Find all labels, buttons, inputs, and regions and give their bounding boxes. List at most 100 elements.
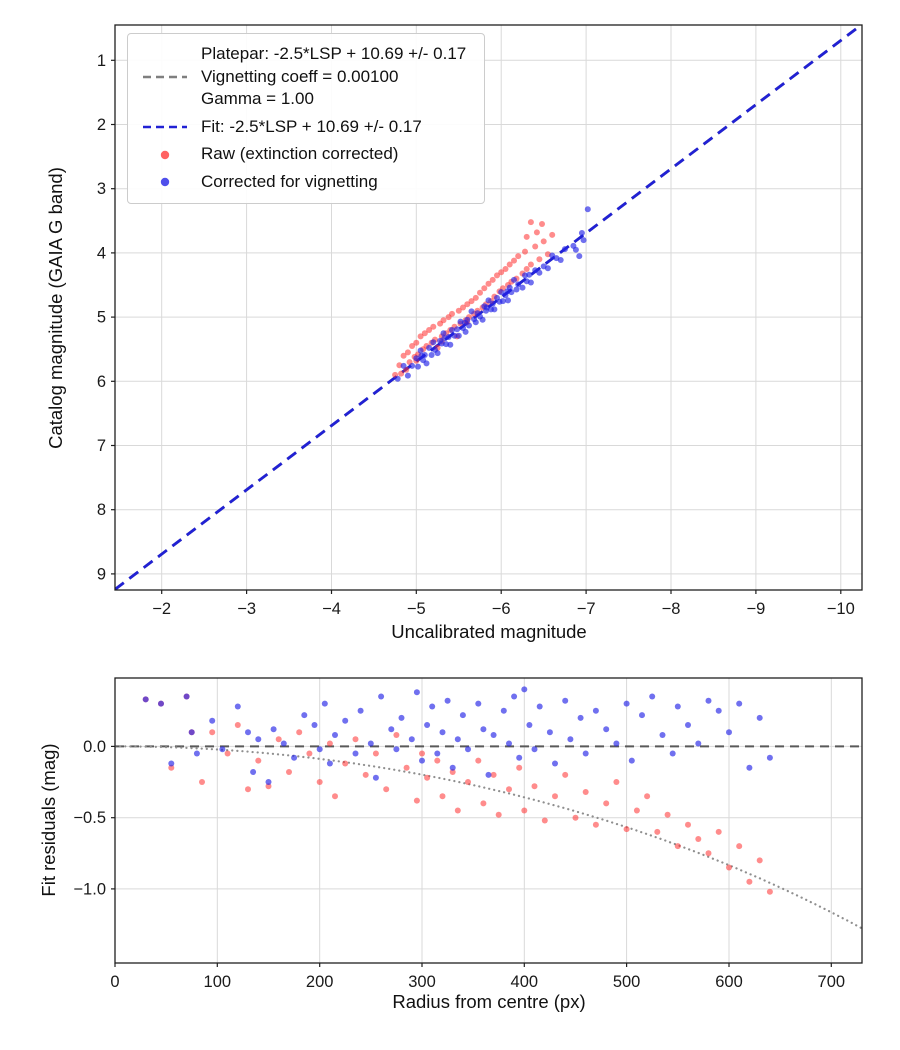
- scatter-point: [426, 327, 433, 333]
- scatter-point: [440, 330, 447, 337]
- y-tick-label: −1.0: [73, 880, 106, 898]
- scatter-point: [464, 301, 471, 308]
- series-corrected: [394, 206, 591, 382]
- platepar-dash-swatch: [143, 75, 187, 79]
- scatter-point: [505, 297, 511, 304]
- scatter-point: [440, 317, 447, 324]
- scatter-point: [454, 326, 461, 333]
- x-tick-label: 700: [818, 973, 846, 991]
- scatter-point: [572, 246, 579, 253]
- scatter-point: [234, 703, 241, 710]
- scatter-point: [485, 280, 492, 287]
- scatter-point: [415, 363, 421, 370]
- scatter-point: [265, 783, 272, 790]
- scatter-point: [557, 257, 564, 263]
- corrected-dot-swatch: [160, 178, 170, 187]
- scatter-point: [498, 269, 505, 276]
- legend-label-raw: Raw (extinction corrected): [201, 144, 399, 164]
- scatter-point: [531, 746, 538, 753]
- scatter-point: [649, 693, 656, 700]
- scatter-point: [311, 722, 318, 728]
- scatter-point: [286, 769, 292, 775]
- legend-entry-raw: Raw (extinction corrected): [139, 143, 466, 166]
- scatter-point: [400, 352, 407, 359]
- scatter-point: [654, 828, 661, 835]
- scatter-point: [342, 717, 349, 724]
- scatter-point: [736, 843, 743, 850]
- scatter-point: [715, 828, 722, 835]
- y-tick-label: 0.0: [83, 738, 106, 756]
- scatter-point: [326, 740, 333, 747]
- scatter-point: [455, 332, 462, 339]
- scatter-point: [316, 779, 323, 785]
- x-tick-label: −6: [492, 600, 511, 618]
- scatter-point: [577, 714, 584, 721]
- scatter-point: [342, 760, 349, 767]
- scatter-point: [426, 344, 433, 351]
- scatter-point: [485, 297, 492, 304]
- y-tick-label: 8: [97, 501, 106, 519]
- x-tick-label: −5: [407, 600, 426, 618]
- scatter-point: [219, 746, 226, 753]
- scatter-point: [408, 736, 415, 743]
- scatter-point: [489, 300, 496, 307]
- scatter-point: [439, 729, 446, 736]
- scatter-point: [417, 347, 424, 354]
- scatter-point: [209, 729, 216, 736]
- scatter-point: [199, 779, 205, 785]
- scatter-point: [418, 352, 425, 359]
- x-tick-label: 300: [408, 973, 436, 991]
- scatter-point: [592, 821, 599, 828]
- series-raw-residuals: [142, 693, 773, 895]
- scatter-point: [168, 764, 175, 771]
- scatter-point: [639, 712, 645, 719]
- scatter-point: [490, 732, 497, 738]
- scatter-point: [472, 294, 479, 301]
- scatter-point: [536, 269, 543, 276]
- x-tick-label: 100: [204, 973, 232, 991]
- scatter-point: [394, 375, 401, 382]
- scatter-point: [193, 750, 200, 757]
- x-tick-label: 200: [306, 973, 334, 991]
- y-tick-label: 7: [97, 437, 106, 455]
- scatter-point: [291, 754, 298, 761]
- scatter-point: [576, 253, 583, 260]
- series-corrected-residuals: [142, 686, 773, 785]
- scatter-point: [494, 272, 500, 279]
- y-tick-label: 1: [97, 52, 106, 70]
- scatter-point: [532, 243, 539, 250]
- scatter-point: [255, 757, 262, 764]
- scatter-point: [613, 740, 620, 747]
- scatter-point: [413, 689, 420, 696]
- scatter-point: [644, 793, 651, 800]
- scatter-point: [393, 746, 400, 753]
- x-tick-label: 400: [511, 973, 539, 991]
- scatter-point: [362, 771, 369, 778]
- scatter-point: [659, 732, 666, 738]
- scatter-point: [552, 760, 558, 767]
- scatter-point: [472, 319, 479, 326]
- scatter-point: [546, 729, 553, 736]
- scatter-point: [465, 779, 471, 785]
- scatter-point: [561, 246, 568, 253]
- scatter-point: [451, 332, 458, 339]
- scatter-point: [255, 736, 262, 743]
- scatter-point: [633, 807, 640, 814]
- scatter-point: [413, 355, 420, 362]
- scatter-point: [506, 740, 512, 747]
- scatter-point: [515, 281, 522, 288]
- scatter-point: [541, 817, 548, 824]
- x-tick-label: −4: [322, 600, 341, 618]
- scatter-point: [726, 864, 732, 871]
- scatter-point: [526, 722, 533, 728]
- scatter-point: [449, 327, 455, 333]
- scatter-point: [409, 343, 416, 349]
- scatter-point: [613, 779, 620, 785]
- scatter-point: [454, 807, 461, 814]
- scatter-point: [490, 771, 497, 778]
- scatter-point: [460, 304, 466, 311]
- scatter-point: [419, 750, 425, 757]
- scatter-point: [352, 736, 359, 743]
- scatter-point: [430, 323, 437, 330]
- scatter-point: [674, 703, 681, 710]
